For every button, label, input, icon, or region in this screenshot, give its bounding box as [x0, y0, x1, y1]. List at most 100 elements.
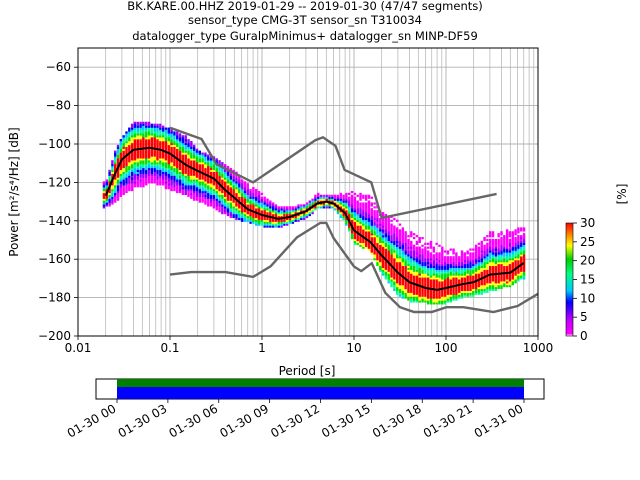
heatmap-cell — [494, 250, 498, 253]
heatmap-cell — [221, 194, 224, 197]
heatmap-cell — [362, 240, 365, 244]
heatmap-cell — [209, 162, 213, 165]
heatmap-cell — [511, 260, 514, 263]
heatmap-cell — [139, 177, 142, 180]
heatmap-cell — [460, 263, 464, 267]
heatmap-cell — [418, 236, 421, 240]
heatmap-cell — [246, 190, 249, 194]
heatmap-cell — [271, 202, 275, 205]
heatmap-cell — [463, 279, 467, 282]
heatmap-cell — [407, 283, 410, 286]
heatmap-cell — [125, 188, 128, 192]
heatmap-cell — [314, 198, 317, 201]
heatmap-cell — [159, 175, 162, 178]
heatmap-cell — [520, 229, 523, 232]
heatmap-cell — [114, 156, 117, 159]
heatmap-cell — [142, 152, 145, 155]
heatmap-cell — [460, 252, 464, 255]
heatmap-cell — [469, 254, 472, 257]
heatmap-cell — [184, 181, 187, 184]
heatmap-cell — [249, 206, 252, 209]
heatmap-cell — [489, 256, 492, 259]
heatmap-cell — [395, 233, 399, 236]
heatmap-cell — [187, 160, 190, 163]
heatmap-cell — [401, 250, 405, 253]
heatmap-cell — [102, 192, 106, 196]
heatmap-cell — [133, 158, 137, 161]
heatmap-cell — [522, 254, 526, 257]
heatmap-cell — [359, 196, 362, 199]
heatmap-cell — [226, 192, 230, 196]
heatmap-cell — [356, 227, 359, 230]
heatmap-cell — [102, 204, 106, 207]
heatmap-cell — [435, 256, 438, 259]
heatmap-cell — [317, 200, 320, 203]
heatmap-cell — [421, 258, 424, 261]
heatmap-cell — [178, 144, 182, 148]
heatmap-cell — [384, 221, 388, 224]
heatmap-cell — [159, 171, 162, 174]
heatmap-cell — [505, 236, 509, 240]
heatmap-cell — [218, 169, 221, 172]
heatmap-cell — [119, 152, 123, 155]
heatmap-cell — [314, 202, 317, 205]
heatmap-cell — [426, 302, 430, 305]
heatmap-cell — [441, 298, 444, 301]
heatmap-cell — [238, 177, 241, 180]
heatmap-cell — [142, 125, 145, 128]
heatmap-cell — [277, 225, 280, 228]
heatmap-cell — [520, 277, 523, 280]
heatmap-cell — [147, 144, 151, 148]
heatmap-cell — [376, 215, 379, 219]
heatmap-cell — [260, 200, 264, 203]
heatmap-cell — [395, 265, 399, 268]
heatmap-cell — [260, 208, 264, 211]
heatmap-cell — [370, 252, 373, 255]
heatmap-cell — [195, 162, 199, 165]
heatmap-cell — [176, 187, 179, 190]
heatmap-cell — [435, 292, 438, 295]
heatmap-cell — [159, 127, 162, 130]
heatmap-cell — [415, 286, 419, 290]
timeline-tick-label: 01-30 21 — [421, 401, 475, 440]
heatmap-cell — [136, 154, 139, 157]
heatmap-cell — [111, 190, 114, 194]
heatmap-cell — [114, 167, 117, 171]
heatmap-cell — [229, 177, 233, 180]
heatmap-cell — [424, 271, 427, 274]
timeline-tick-label: 01-30 12 — [268, 401, 322, 440]
heatmap-cell — [173, 131, 176, 134]
heatmap-cell — [362, 194, 365, 197]
heatmap-cell — [221, 188, 224, 192]
heatmap-cell — [218, 162, 221, 165]
heatmap-cell — [339, 212, 342, 215]
heatmap-cell — [156, 142, 159, 146]
heatmap-cell — [331, 206, 334, 209]
heatmap-cell — [198, 162, 202, 165]
heatmap-cell — [356, 219, 359, 222]
heatmap-cell — [238, 179, 241, 182]
heatmap-cell — [249, 202, 252, 205]
heatmap-cell — [356, 240, 359, 244]
heatmap-cell — [491, 240, 495, 244]
heatmap-cell — [147, 127, 151, 130]
heatmap-cell — [181, 192, 185, 196]
heatmap-cell — [223, 171, 227, 174]
heatmap-cell — [122, 179, 125, 182]
heatmap-cell — [401, 258, 405, 261]
heatmap-cell — [336, 210, 340, 213]
heatmap-cell — [472, 254, 475, 257]
heatmap-cell — [379, 263, 382, 267]
heatmap-cell — [136, 160, 139, 163]
heatmap-cell — [432, 263, 436, 267]
heatmap-cell — [469, 283, 472, 286]
heatmap-cell — [221, 206, 224, 209]
colorbar-tick-label: 20 — [580, 254, 595, 268]
heatmap-cell — [130, 139, 134, 142]
y-tick-label: −120 — [38, 175, 71, 189]
heatmap-cell — [350, 236, 354, 240]
heatmap-cell — [469, 258, 472, 261]
heatmap-cell — [486, 248, 489, 251]
heatmap-cell — [390, 229, 393, 232]
heatmap-cell — [477, 261, 481, 265]
